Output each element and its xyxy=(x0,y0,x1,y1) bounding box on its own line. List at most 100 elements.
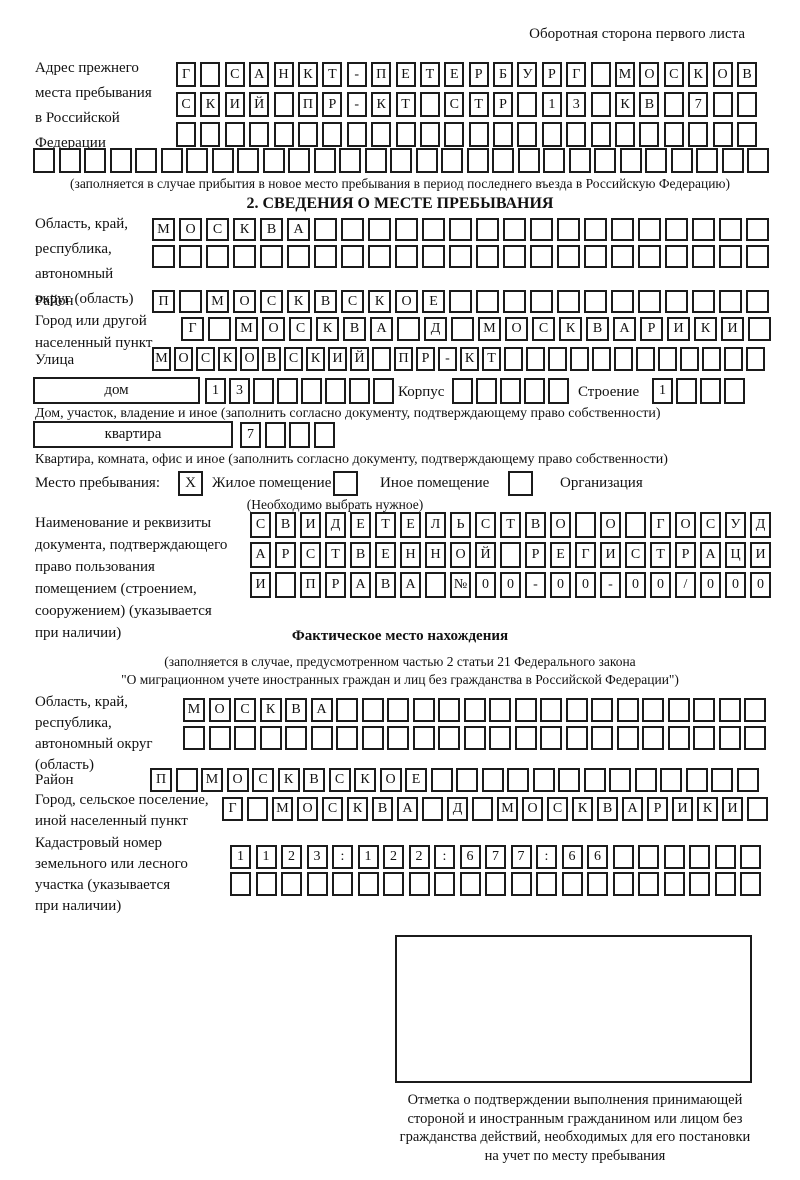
char-cell: А xyxy=(622,797,643,821)
char-cell: О xyxy=(297,797,318,821)
char-cell xyxy=(341,218,364,241)
char-cell: 7 xyxy=(688,92,709,117)
char-cell xyxy=(660,768,682,792)
char-cell: У xyxy=(517,62,538,87)
char-cell xyxy=(489,698,511,722)
s2-mesto-label: Место пребывания: xyxy=(35,475,160,491)
char-cell xyxy=(503,245,526,268)
char-cell xyxy=(700,378,721,404)
char-cell xyxy=(449,218,472,241)
char-cell: Д xyxy=(325,512,346,538)
s2-ulitsa-label: Улица xyxy=(35,352,75,368)
char-cell: 1 xyxy=(230,845,251,869)
char-cell: Б xyxy=(493,62,514,87)
char-cell xyxy=(625,512,646,538)
char-cell xyxy=(746,347,765,371)
char-cell xyxy=(310,726,333,750)
char-cell xyxy=(346,122,367,147)
char-cell: 3 xyxy=(306,845,328,869)
char-cell xyxy=(557,245,580,268)
char-cell xyxy=(663,122,684,147)
char-cell xyxy=(368,218,391,241)
char-cell: М xyxy=(497,797,518,821)
char-cell xyxy=(489,726,511,750)
char-cell: В xyxy=(303,768,325,792)
char-cell: В xyxy=(639,92,660,117)
char-cell: 2 xyxy=(408,845,430,869)
char-cell xyxy=(685,768,708,792)
char-cell xyxy=(503,290,526,313)
char-cell: С xyxy=(289,317,312,341)
char-cell xyxy=(594,148,616,173)
char-cell: К xyxy=(559,317,582,341)
char-cell xyxy=(702,347,721,371)
char-cell xyxy=(591,698,613,722)
char-cell xyxy=(273,92,294,117)
char-cell xyxy=(514,726,537,750)
char-cell: Р xyxy=(416,347,435,371)
char-cell xyxy=(719,290,742,313)
char-cell: Р xyxy=(541,62,562,87)
char-cell xyxy=(208,726,231,750)
char-cell: И xyxy=(667,317,690,341)
char-cell xyxy=(412,698,435,722)
char-cell xyxy=(430,768,453,792)
char-cell: В xyxy=(372,797,393,821)
char-cell xyxy=(224,122,245,147)
char-cell xyxy=(33,148,55,173)
char-cell xyxy=(658,347,677,371)
char-cell: Е xyxy=(550,542,571,568)
char-cell: Н xyxy=(273,62,294,87)
char-cell xyxy=(583,768,606,792)
s2-org-checkbox xyxy=(508,471,533,496)
char-cell: С xyxy=(250,512,271,538)
char-cell xyxy=(285,726,307,750)
char-cell: Д xyxy=(447,797,468,821)
char-cell: - xyxy=(600,572,621,598)
char-cell xyxy=(665,245,688,268)
char-cell xyxy=(314,218,337,241)
char-cell: 0 xyxy=(550,572,571,598)
char-cell: / xyxy=(675,572,696,598)
char-cell: М xyxy=(478,317,501,341)
char-cell xyxy=(361,726,384,750)
char-cell: А xyxy=(613,317,636,341)
char-cell: Р xyxy=(322,92,343,117)
char-cell: А xyxy=(370,317,393,341)
char-cell: С xyxy=(341,290,364,313)
char-cell xyxy=(288,148,310,173)
char-cell xyxy=(200,62,221,87)
char-cell: 7 xyxy=(485,845,506,869)
char-cell: В xyxy=(350,542,371,568)
char-cell: Е xyxy=(400,512,421,538)
char-cell: 2 xyxy=(383,845,404,869)
char-cell: К xyxy=(259,698,282,722)
char-cell xyxy=(543,148,565,173)
char-cell: О xyxy=(208,698,231,722)
char-cell xyxy=(206,245,229,268)
char-cell: 0 xyxy=(500,572,521,598)
char-cell xyxy=(634,768,657,792)
char-cell xyxy=(449,290,472,313)
char-cell xyxy=(740,845,761,869)
char-cell xyxy=(297,122,318,147)
char-cell xyxy=(463,726,486,750)
s2-oblast-label: Область, край, республика, автономный ок… xyxy=(35,216,134,307)
char-cell xyxy=(558,768,580,792)
char-cell xyxy=(322,122,343,147)
char-cell xyxy=(84,148,106,173)
char-cell xyxy=(58,148,81,173)
char-cell: К xyxy=(368,290,391,313)
char-cell xyxy=(459,872,481,896)
char-cell: Ь xyxy=(450,512,471,538)
char-cell: О xyxy=(174,347,193,371)
char-cell xyxy=(260,245,283,268)
char-cell: К xyxy=(688,62,709,87)
fact-kadastr-label: Кадастровый номер земельного или лесного… xyxy=(35,835,188,914)
char-cell: К xyxy=(297,62,318,87)
char-cell: 0 xyxy=(625,572,646,598)
char-cell: О xyxy=(712,62,733,87)
